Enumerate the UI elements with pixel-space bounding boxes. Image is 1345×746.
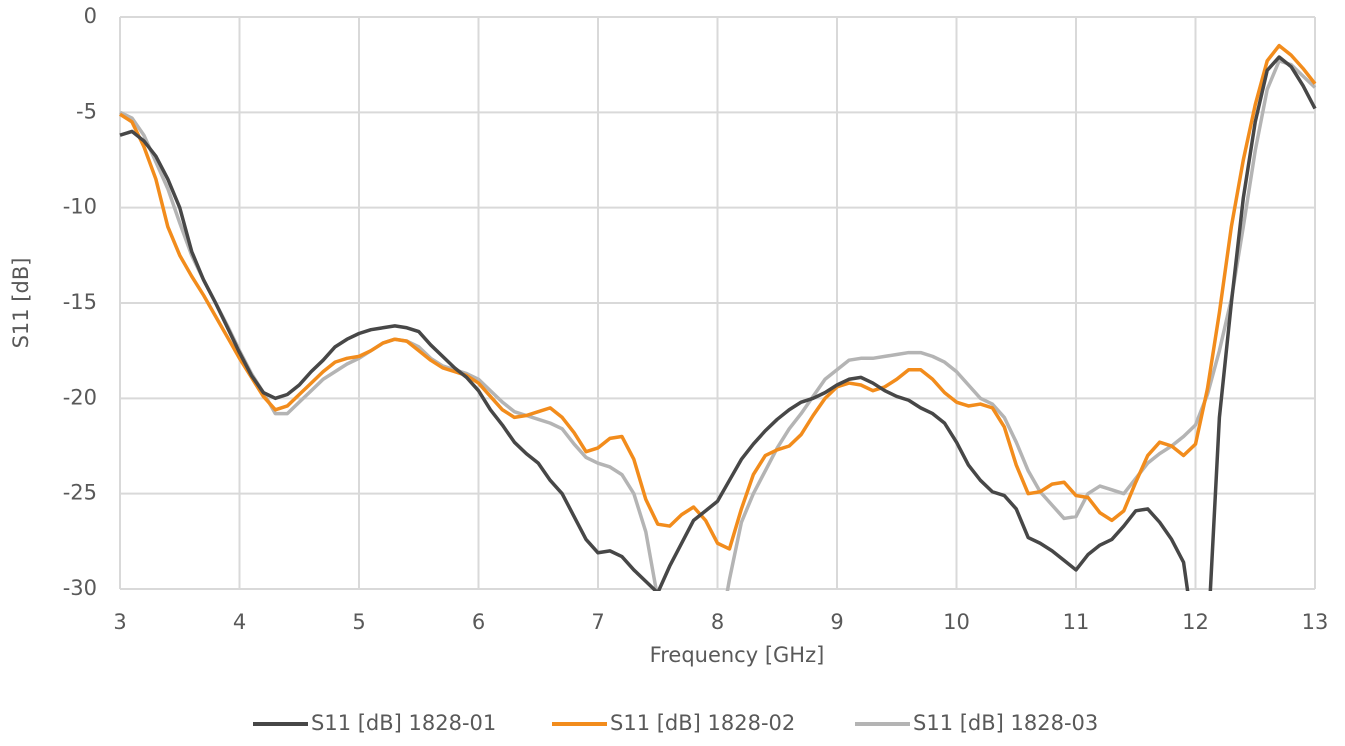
x-tick-label: 4 xyxy=(233,610,246,634)
series-line xyxy=(119,55,1317,591)
series-line xyxy=(119,43,1317,551)
x-tick-label: 8 xyxy=(711,610,724,634)
x-tick-label: 13 xyxy=(1302,610,1329,634)
y-tick-label: -5 xyxy=(76,99,97,123)
x-tick-label: 3 xyxy=(113,610,126,634)
x-tick-label: 12 xyxy=(1182,610,1209,634)
x-tick-label: 10 xyxy=(943,610,970,634)
y-tick-label: -25 xyxy=(63,481,97,505)
y-axis-title: S11 [dB] xyxy=(9,258,33,349)
x-tick-label: 9 xyxy=(830,610,843,634)
y-tick-label: -20 xyxy=(63,385,97,409)
series-line xyxy=(119,59,1317,591)
x-tick-label: 5 xyxy=(352,610,365,634)
legend-label: S11 [dB] 1828-01 xyxy=(311,711,496,735)
legend-label: S11 [dB] 1828-02 xyxy=(610,711,795,735)
x-tick-label: 6 xyxy=(472,610,485,634)
y-tick-label: -30 xyxy=(63,576,97,600)
x-tick-label: 11 xyxy=(1063,610,1090,634)
y-tick-label: -15 xyxy=(63,290,97,314)
y-tick-label: -10 xyxy=(63,195,97,219)
legend-label: S11 [dB] 1828-03 xyxy=(913,711,1098,735)
x-axis-title: Frequency [GHz] xyxy=(650,643,825,667)
x-tick-label: 7 xyxy=(591,610,604,634)
y-tick-label: 0 xyxy=(84,4,97,28)
